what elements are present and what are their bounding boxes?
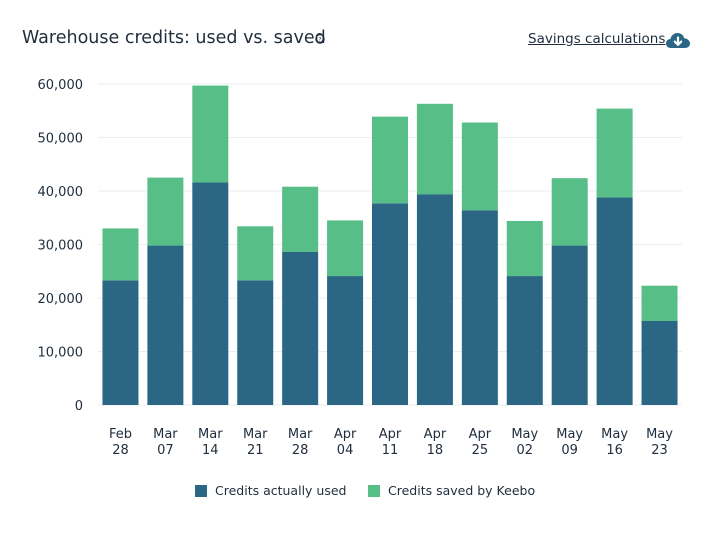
bar-used — [102, 280, 139, 405]
stacked-bar-chart: 0 10,000 20,000 30,000 40,000 50,000 60,000 Feb… — [38, 78, 682, 458]
y-tick-label: 20,000 — [38, 292, 84, 307]
svg-text:?: ? — [318, 35, 321, 43]
bar-saved — [102, 228, 139, 281]
bar-saved — [147, 177, 184, 246]
x-tick-label: May 23 — [646, 427, 673, 458]
bar-saved — [461, 122, 498, 211]
bar-saved — [282, 186, 319, 252]
bar-used — [282, 251, 319, 405]
x-tick-label: Apr 18 — [424, 427, 447, 458]
bar-used — [147, 245, 184, 405]
y-tick-label: 0 — [75, 399, 83, 414]
x-tick-label: May 09 — [556, 427, 583, 458]
y-tick-label: 10,000 — [38, 346, 84, 361]
bar-saved — [416, 103, 453, 195]
bar-used — [596, 197, 633, 405]
bar-saved — [192, 85, 229, 183]
y-tick-label: 50,000 — [38, 132, 84, 147]
bar-used — [192, 182, 229, 405]
y-tick-label: 60,000 — [38, 78, 84, 93]
help-icon[interactable]: ? — [315, 34, 325, 44]
bar-saved — [237, 226, 274, 281]
bar-used — [461, 210, 498, 405]
legend-swatch-saved — [368, 484, 380, 497]
x-tick-label: Mar 14 — [198, 427, 223, 458]
x-tick-label: Mar 28 — [288, 427, 313, 458]
x-tick-label: May 02 — [511, 427, 538, 458]
y-tick-label: 30,000 — [38, 239, 84, 254]
bar-saved — [596, 108, 633, 198]
legend-item-saved[interactable]: Credits saved by Keebo — [368, 483, 535, 498]
y-tick-label: 40,000 — [38, 185, 84, 200]
bar-used — [416, 194, 453, 405]
bar-used — [506, 276, 543, 405]
x-tick-label: Mar 21 — [243, 427, 268, 458]
bar-saved — [327, 220, 364, 277]
bar-used — [641, 321, 678, 405]
bar-used — [237, 280, 274, 405]
legend-swatch-used — [195, 484, 207, 497]
x-tick-label: Apr 11 — [379, 427, 402, 458]
x-tick-label: Feb 28 — [109, 427, 132, 458]
x-tick-label: May 16 — [601, 427, 628, 458]
legend-item-used[interactable]: Credits actually used — [195, 483, 346, 498]
chart-title: Warehouse credits: used vs. saved — [22, 28, 326, 48]
legend-label-used: Credits actually used — [215, 483, 347, 498]
x-tick-label: Apr 25 — [469, 427, 492, 458]
bar-saved — [372, 116, 408, 204]
x-tick-label: Apr 04 — [334, 427, 357, 458]
bar-saved — [506, 220, 543, 277]
bar-used — [551, 245, 588, 405]
savings-calculations-link[interactable]: Savings calculations — [528, 31, 666, 47]
x-tick-label: Mar 07 — [153, 427, 178, 458]
download-cloud-icon[interactable] — [665, 31, 691, 51]
bar-saved — [551, 178, 588, 246]
bar-used — [327, 276, 364, 405]
bar-saved — [641, 285, 678, 322]
legend-label-saved: Credits saved by Keebo — [388, 483, 536, 498]
bar-used — [372, 203, 408, 405]
